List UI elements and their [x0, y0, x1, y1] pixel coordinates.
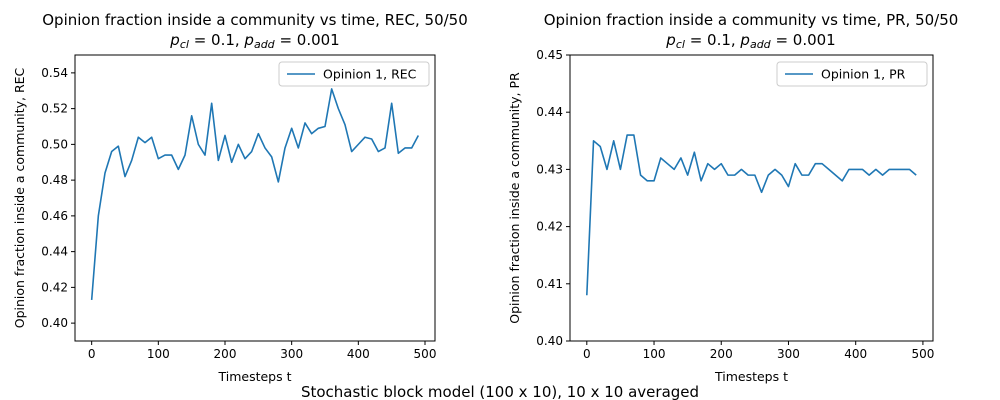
y-axis-label: Opinion fraction inside a community, REC [12, 67, 27, 328]
y-tick-label: 0.48 [41, 173, 68, 187]
axes-frame [74, 54, 436, 342]
x-tick-label: 100 [147, 347, 170, 361]
chart-pr: Opinion fraction inside a community vs t… [507, 11, 958, 384]
y-tick-label: 0.54 [41, 66, 68, 80]
x-tick-label: 0 [88, 347, 96, 361]
chart-subtitle: pcl = 0.1, padd = 0.001 [665, 31, 835, 51]
subtitle-subscript: cl [180, 38, 189, 51]
x-tick-label: 500 [911, 347, 934, 361]
subtitle-text: p [665, 31, 676, 49]
chart-rec: Opinion fraction inside a community vs t… [12, 11, 468, 384]
subtitle-text: p [169, 31, 180, 49]
legend: Opinion 1, PR [776, 61, 928, 87]
subtitle-subscript: add [750, 38, 772, 51]
y-tick-label: 0.42 [536, 220, 563, 234]
chart-title: Opinion fraction inside a community vs t… [42, 11, 468, 29]
y-tick-label: 0.40 [41, 316, 68, 330]
y-tick-label: 0.42 [41, 280, 68, 294]
legend-label: Opinion 1, REC [323, 67, 417, 82]
y-tick-label: 0.40 [536, 334, 563, 348]
chart-subtitle: pcl = 0.1, padd = 0.001 [169, 31, 339, 51]
y-axis-label: Opinion fraction inside a community, PR [507, 72, 522, 324]
y-tick-label: 0.52 [41, 102, 68, 116]
legend-box [776, 61, 928, 87]
subtitle-text: = 0.1, [189, 31, 245, 49]
y-tick-label: 0.45 [536, 48, 563, 62]
x-tick-label: 0 [583, 347, 591, 361]
x-tick-label: 400 [347, 347, 370, 361]
subtitle-subscript: cl [676, 38, 685, 51]
subtitle-text: = 0.001 [771, 31, 836, 49]
x-axis-label: Timesteps t [217, 369, 291, 384]
x-tick-label: 200 [214, 347, 237, 361]
y-tick-label: 0.44 [41, 245, 68, 259]
y-tick-label: 0.50 [41, 137, 68, 151]
y-tick-label: 0.43 [536, 162, 563, 176]
y-tick-label: 0.41 [536, 277, 563, 291]
legend-label: Opinion 1, PR [821, 67, 906, 82]
series-line [90, 88, 420, 300]
x-tick-label: 200 [710, 347, 733, 361]
subtitle-text: = 0.1, [685, 31, 741, 49]
y-tick-label: 0.44 [536, 105, 563, 119]
x-tick-label: 300 [280, 347, 303, 361]
subtitle-text: = 0.001 [275, 31, 340, 49]
chart-title: Opinion fraction inside a community vs t… [544, 11, 959, 29]
y-tick-label: 0.46 [41, 209, 68, 223]
figure-suptitle: Stochastic block model (100 x 10), 10 x … [301, 383, 699, 400]
x-tick-label: 400 [844, 347, 867, 361]
x-tick-label: 100 [643, 347, 666, 361]
legend-box [278, 61, 430, 87]
series-line [586, 134, 917, 296]
subtitle-text: p [243, 31, 254, 49]
x-tick-label: 500 [414, 347, 437, 361]
x-axis-label: Timesteps t [714, 369, 788, 384]
legend: Opinion 1, REC [278, 61, 430, 87]
subtitle-subscript: add [254, 38, 276, 51]
axes-frame [569, 54, 934, 342]
subtitle-text: p [739, 31, 750, 49]
x-tick-label: 300 [777, 347, 800, 361]
